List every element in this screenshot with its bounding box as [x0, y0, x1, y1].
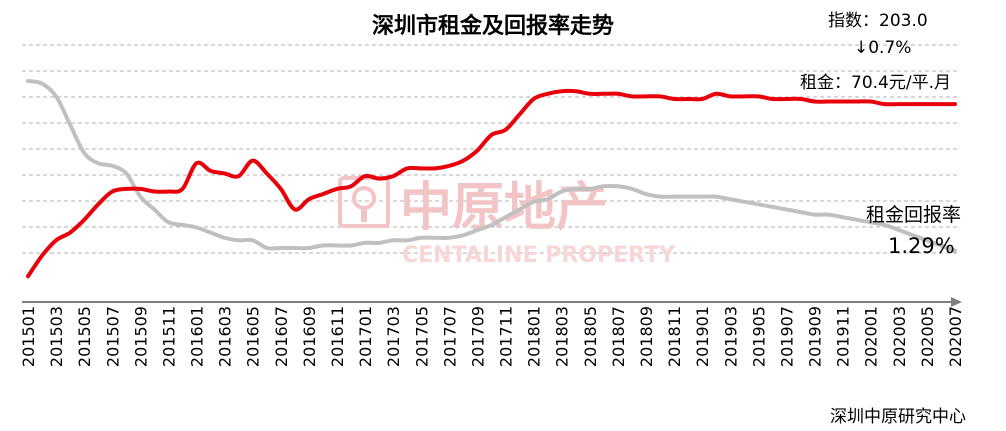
x-tick-label: 201703 — [384, 306, 403, 367]
x-tick-label: 201903 — [721, 306, 740, 367]
watermark-en-text: CENTALINE PROPERTY — [402, 243, 676, 268]
x-tick-label: 202001 — [862, 306, 881, 367]
x-tick-label: 201603 — [216, 306, 235, 367]
index-annotation: 指数：203.0 — [828, 11, 928, 31]
x-axis — [22, 297, 962, 307]
x-tick-label: 201805 — [581, 306, 600, 367]
x-tick-label: 201605 — [244, 306, 263, 367]
gridlines — [22, 44, 958, 254]
x-tick-label: 202005 — [918, 306, 937, 367]
x-tick-label: 201601 — [188, 306, 207, 367]
yield-series-line — [26, 79, 957, 253]
x-tick-label: 201809 — [637, 306, 656, 367]
tick-labels: 201501 201503 201505 201507 201509 201511 2016… — [19, 306, 965, 367]
x-tick-label: 201905 — [749, 306, 768, 367]
x-tick-label: 201707 — [440, 306, 459, 367]
x-axis-arrow-icon — [951, 297, 962, 307]
x-tick-label: 201807 — [609, 306, 628, 367]
x-tick-label: 201709 — [469, 306, 488, 367]
yield-value-annotation: 1.29% — [888, 234, 955, 258]
change-annotation: ↓0.7% — [854, 38, 912, 58]
x-tick-label: 201505 — [75, 306, 94, 367]
x-tick-label: 201811 — [665, 306, 684, 367]
chart-title: 深圳市租金及回报率走势 — [371, 14, 614, 39]
watermark: 中原地产 CENTALINE PROPERTY — [338, 176, 676, 268]
source-credit: 深圳中原研究中心 — [830, 407, 966, 427]
x-tick-label: 201701 — [356, 306, 375, 367]
x-tick-label: 201609 — [300, 306, 319, 367]
x-tick-label: 201711 — [497, 306, 516, 367]
x-tick-label: 201801 — [525, 306, 544, 367]
yield-series-label: 租金回报率 — [866, 204, 962, 226]
x-tick-label: 201607 — [272, 306, 291, 367]
watermark-logo-ring — [352, 186, 376, 210]
x-tick-label: 202003 — [890, 306, 909, 367]
x-tick-label: 201909 — [806, 306, 825, 367]
x-tick-label: 201803 — [553, 306, 572, 367]
x-tick-label: 201611 — [328, 306, 347, 367]
x-tick-label: 202007 — [946, 306, 965, 367]
x-tick-label: 201911 — [834, 306, 853, 367]
x-tick-label: 201511 — [160, 306, 179, 367]
x-tick-label: 201501 — [19, 306, 38, 367]
x-tick-label: 201503 — [47, 306, 66, 367]
x-tick-label: 201907 — [778, 306, 797, 367]
rent-series-line — [26, 88, 957, 279]
rent-annotation: 租金：70.4元/平.月 — [800, 73, 951, 93]
x-tick-label: 201507 — [103, 306, 122, 367]
watermark-logo-stem — [361, 206, 367, 222]
x-tick-label: 201509 — [131, 306, 150, 367]
series-layer — [26, 79, 957, 279]
x-tick-label: 201901 — [693, 306, 712, 367]
x-tick-label: 201705 — [412, 306, 431, 367]
